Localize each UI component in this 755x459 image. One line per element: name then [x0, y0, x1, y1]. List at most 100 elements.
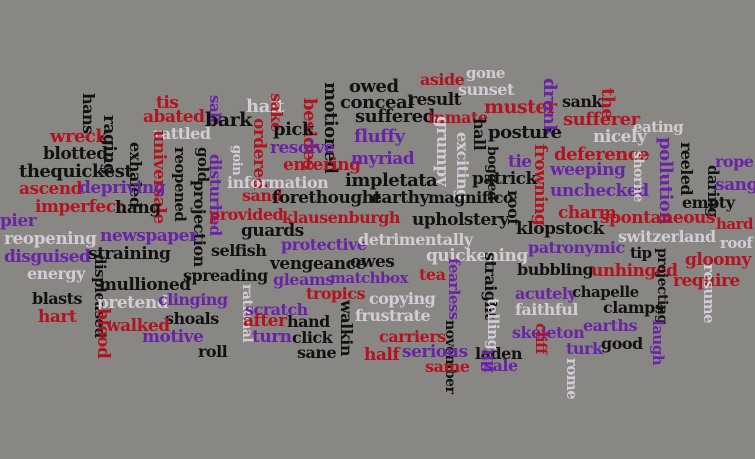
- cloud-word: reopened: [171, 147, 189, 222]
- cloud-word: guards: [241, 221, 304, 241]
- cloud-word: carriers: [379, 327, 446, 346]
- cloud-word: blasts: [32, 289, 83, 308]
- cloud-word: copying: [369, 289, 436, 308]
- cloud-word: hang: [115, 198, 161, 218]
- cloud-word: rope: [715, 152, 754, 171]
- cloud-word: patrick: [472, 169, 537, 189]
- cloud-word: scratch: [245, 300, 308, 319]
- cloud-word: selfish: [211, 241, 267, 260]
- cloud-word: shoals: [165, 309, 219, 328]
- cloud-word: tie: [508, 152, 532, 172]
- cloud-word: hard: [716, 215, 754, 233]
- cloud-word: thequickest: [19, 161, 133, 182]
- cloud-word: aside: [420, 70, 465, 89]
- cloud-word: newspaper: [100, 226, 198, 246]
- cloud-word: klausenburgh: [282, 208, 401, 227]
- cloud-word: gloomy: [685, 250, 751, 270]
- cloud-word: nicely: [593, 127, 647, 147]
- cloud-word: roof: [720, 234, 753, 252]
- cloud-word: tropics: [306, 284, 366, 303]
- cloud-word: klopstock: [516, 219, 604, 239]
- cloud-word: pick: [273, 119, 314, 140]
- cloud-word: tis: [156, 93, 179, 113]
- cloud-word: faithful: [515, 300, 578, 319]
- cloud-word: sand: [242, 186, 283, 205]
- cloud-word: sunset: [458, 80, 514, 99]
- cloud-word: half: [364, 345, 400, 365]
- cloud-word: abated: [143, 107, 205, 127]
- cloud-word: bubbling: [517, 260, 594, 279]
- cloud-word: shorne: [630, 151, 646, 202]
- cloud-word: same: [425, 357, 470, 376]
- cloud-word: tip: [630, 244, 652, 262]
- cloud-word: information: [227, 173, 329, 192]
- cloud-word: pretend: [97, 293, 169, 313]
- cloud-word: tea: [419, 265, 446, 284]
- cloud-word: weeping: [550, 160, 626, 180]
- cloud-word: turn: [252, 327, 292, 347]
- cloud-word: forethought: [272, 188, 381, 208]
- cloud-word: mullioned: [99, 275, 191, 295]
- cloud-word: magnifico: [428, 188, 514, 207]
- cloud-word: rome: [563, 358, 581, 400]
- cloud-word: cliff: [532, 323, 550, 354]
- cloud-word: click: [292, 328, 333, 347]
- cloud-word: protective: [281, 235, 367, 254]
- cloud-word: vengeance: [270, 254, 366, 274]
- cloud-word: switzerland: [618, 227, 716, 246]
- cloud-word: owes: [350, 252, 395, 272]
- cloud-word: unchecked: [550, 181, 649, 201]
- cloud-word: clamps: [603, 298, 664, 317]
- cloud-word: fearless: [445, 258, 463, 320]
- cloud-word: inmate: [428, 108, 488, 127]
- cloud-word: walkin: [337, 300, 356, 357]
- cloud-word: laden: [475, 344, 522, 363]
- cloud-word: spreading: [183, 266, 268, 285]
- cloud-word: wreck: [50, 126, 108, 147]
- cloud-word: acutely: [515, 284, 577, 303]
- cloud-word: muster: [484, 96, 557, 118]
- cloud-word: good: [601, 334, 643, 353]
- cloud-word: unhinged: [591, 261, 678, 281]
- cloud-word: spontaneous: [600, 208, 715, 228]
- cloud-word: disguised: [4, 247, 91, 267]
- cloud-word: quickening: [426, 246, 528, 266]
- cloud-word: detrimentally: [358, 230, 473, 249]
- cloud-word: require: [673, 271, 740, 291]
- cloud-word: gleams: [273, 270, 334, 289]
- cloud-word: eating: [633, 118, 684, 136]
- cloud-word: entering: [283, 155, 361, 175]
- cloud-word: conceal: [340, 92, 414, 113]
- cloud-word: result: [408, 90, 462, 110]
- cloud-word: earths: [583, 316, 638, 335]
- cloud-word: sale: [484, 356, 518, 375]
- cloud-word: ascend: [19, 179, 83, 199]
- cloud-word: upholstery: [412, 210, 509, 230]
- cloud-word: charm: [558, 203, 617, 223]
- cloud-word: patronymic: [528, 238, 625, 257]
- cloud-word: projection: [190, 180, 209, 267]
- cloud-word: matchbox: [330, 269, 409, 287]
- cloud-word: chapelle: [572, 283, 639, 301]
- cloud-word: skeleton: [512, 323, 585, 342]
- cloud-word: halt: [246, 96, 284, 117]
- cloud-word: straining: [88, 244, 171, 264]
- cloud-word: resolve: [270, 138, 335, 158]
- cloud-word: blotted: [43, 144, 108, 164]
- cloud-word: sank: [562, 92, 603, 111]
- cloud-word: sang: [715, 175, 755, 195]
- cloud-word: turk: [566, 339, 603, 358]
- cloud-word: owed: [349, 76, 399, 97]
- cloud-word: bark: [205, 109, 252, 131]
- cloud-word: serious: [402, 342, 468, 362]
- cloud-word: earthy: [371, 188, 429, 208]
- cloud-word: hart: [38, 307, 77, 327]
- cloud-word: motive: [142, 327, 204, 347]
- cloud-word: myriad: [351, 149, 415, 169]
- cloud-word: gone: [466, 64, 505, 82]
- cloud-word: walked: [106, 316, 170, 336]
- cloud-word: frustrate: [355, 306, 431, 325]
- cloud-word: laugh: [649, 320, 667, 366]
- cloud-word: impletata: [345, 170, 438, 191]
